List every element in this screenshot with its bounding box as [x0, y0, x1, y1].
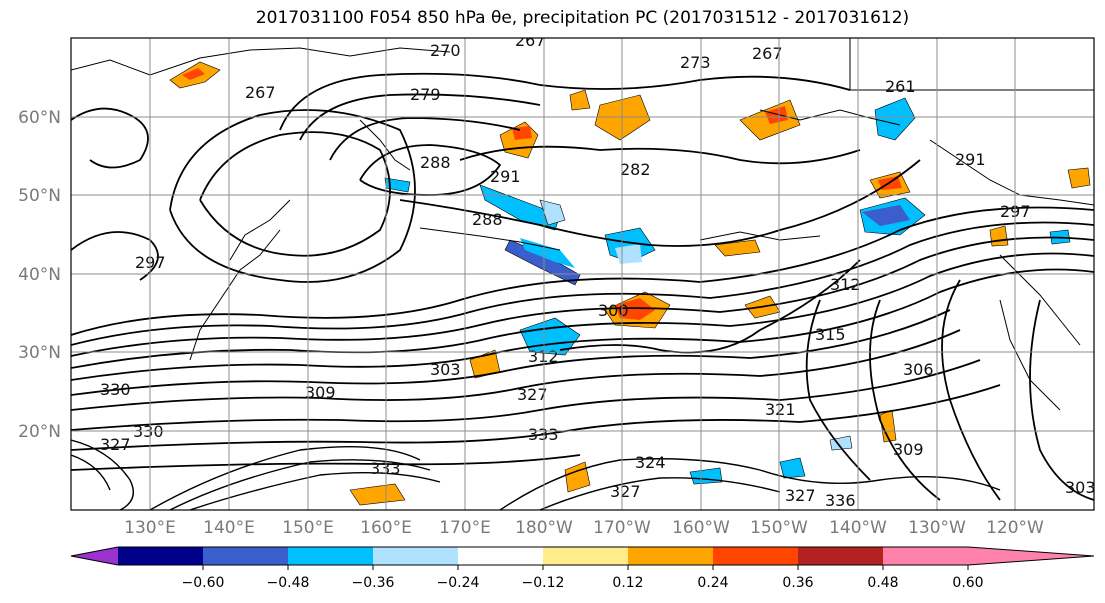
colorbar-tick-label: −0.12 — [522, 575, 565, 591]
contour-label: 327 — [517, 385, 548, 404]
contour-label: 330 — [100, 380, 131, 399]
lat-label: 20°N — [18, 422, 61, 442]
colorbar-tick-label: 0.24 — [697, 575, 728, 591]
contour-label: 282 — [620, 160, 651, 179]
contour-label: 306 — [903, 360, 934, 379]
colorbar-extend-max — [968, 547, 1094, 565]
colorbar-segment — [543, 547, 628, 565]
contour-label: 315 — [815, 325, 846, 344]
lon-label: 140°W — [829, 518, 887, 538]
contour-label: 324 — [635, 453, 666, 472]
colorbar-tick-label: 0.36 — [782, 575, 813, 591]
colorbar-outline — [70, 546, 1095, 566]
lon-label: 130°E — [124, 518, 176, 538]
contour-label: 288 — [420, 153, 451, 172]
colorbar-tick-label: 0.60 — [952, 575, 983, 591]
contour-label: 327 — [610, 482, 641, 501]
colorbar-segment — [713, 547, 798, 565]
contour-label: 261 — [885, 77, 916, 96]
colorbar-tick-label: −0.36 — [352, 575, 395, 591]
southern-contours — [71, 439, 1001, 510]
lon-label: 170°E — [439, 518, 491, 538]
contour-label: 327 — [100, 435, 131, 454]
contour-label: 309 — [893, 440, 924, 459]
colorbar-segment — [118, 547, 203, 565]
lon-label: 180°W — [515, 518, 573, 538]
contour-label: 336 — [825, 491, 856, 510]
map-frame — [70, 37, 1095, 511]
contour-label: 303 — [430, 360, 461, 379]
lon-label: 130°W — [908, 518, 966, 538]
lon-label: 160°W — [672, 518, 730, 538]
colorbar-segment — [373, 547, 458, 565]
colorbar-segment — [628, 547, 713, 565]
lon-label: 120°W — [986, 518, 1044, 538]
colorbar-tick-label: 0.48 — [867, 575, 898, 591]
lon-label: 140°E — [203, 518, 255, 538]
lon-label: 160°E — [360, 518, 412, 538]
colorbar: −0.60 −0.48 −0.36 −0.24 −0.12 0.12 0.24 … — [70, 546, 1095, 591]
contour-label: 303 — [1065, 478, 1096, 497]
lat-label: 50°N — [18, 186, 61, 206]
figure-title: 2017031100 F054 850 hPa θe, precipitatio… — [255, 8, 910, 28]
contour-label: 279 — [410, 85, 441, 104]
contour-label: 270 — [430, 41, 461, 60]
colorbar-tick-label: 0.12 — [612, 575, 643, 591]
lon-label: 150°E — [282, 518, 334, 538]
colorbar-segment — [883, 547, 968, 565]
contour-label: 312 — [830, 275, 861, 294]
contour-label: 309 — [305, 383, 336, 402]
colorbar-segment — [203, 547, 288, 565]
contour-label: 327 — [785, 486, 816, 505]
contour-label: 291 — [490, 167, 521, 186]
contour-labels: 270 267 273 267 279 267 261 288 291 282 … — [100, 31, 1096, 510]
lat-label: 40°N — [18, 265, 61, 285]
colorbar-segment — [288, 547, 373, 565]
contour-label: 291 — [955, 150, 986, 169]
contour-label: 288 — [472, 210, 503, 229]
contour-label: 333 — [528, 425, 559, 444]
colorbar-tick-label: −0.48 — [267, 575, 310, 591]
contour-label: 267 — [752, 44, 783, 63]
longitude-labels: 130°E 140°E 150°E 160°E 170°E 180°W 170°… — [124, 518, 1044, 538]
colorbar-segment — [798, 547, 883, 565]
lat-label: 30°N — [18, 343, 61, 363]
coastlines — [71, 38, 1094, 411]
contour-label: 300 — [598, 301, 629, 320]
gridlines — [71, 38, 1094, 510]
lat-label: 60°N — [18, 108, 61, 128]
colorbar-tick-label: −0.60 — [182, 575, 225, 591]
lon-label: 150°W — [750, 518, 808, 538]
theta-e-contours — [71, 72, 1094, 501]
lon-label: 170°W — [593, 518, 651, 538]
contour-label: 321 — [765, 400, 796, 419]
colorbar-tick-label: −0.24 — [437, 575, 480, 591]
contour-label: 267 — [245, 83, 276, 102]
colorbar-extend-min — [71, 547, 118, 565]
colorbar-segment — [458, 547, 543, 565]
contour-label: 267 — [515, 31, 546, 50]
contour-label: 312 — [528, 347, 559, 366]
contour-label: 273 — [680, 53, 711, 72]
contour-label: 333 — [370, 459, 401, 478]
latitude-labels: 60°N 50°N 40°N 30°N 20°N — [18, 108, 61, 442]
